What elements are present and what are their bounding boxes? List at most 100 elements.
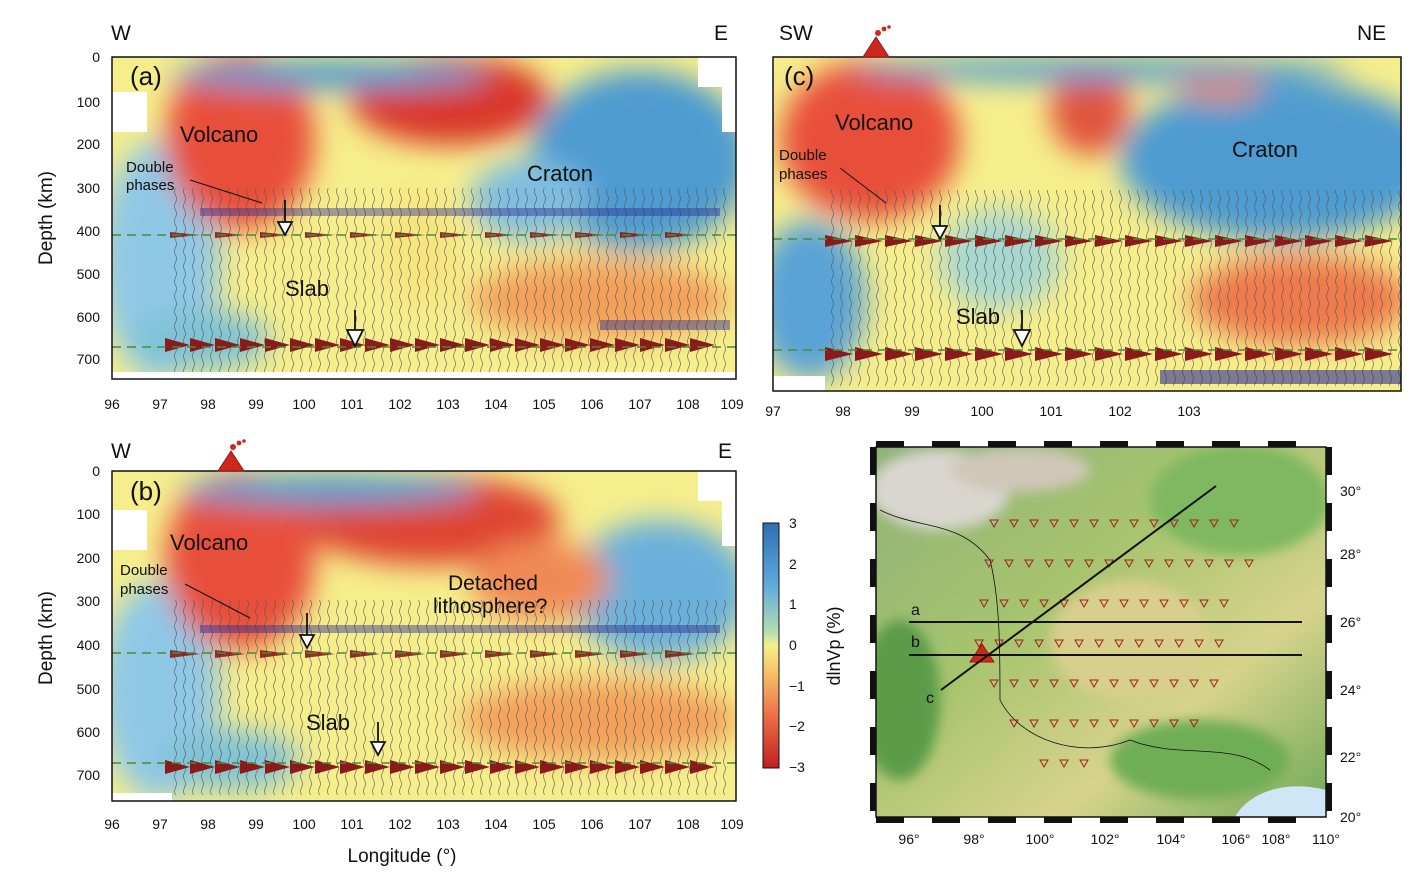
panel-c-xticks: 97 98 99 100 101 102 103 bbox=[765, 403, 1201, 419]
panel-b-xtick: 104 bbox=[484, 816, 508, 832]
volcano-icon bbox=[217, 439, 246, 472]
panel-b-ytick: 200 bbox=[77, 550, 101, 566]
map-lat-tick: 26° bbox=[1340, 614, 1361, 630]
panel-a-ytick: 200 bbox=[77, 136, 101, 152]
colorbar-tick: −2 bbox=[789, 718, 805, 734]
panel-c-tomography bbox=[773, 57, 1401, 391]
panel-a-xtick: 108 bbox=[676, 396, 700, 412]
panel-b-ytick: 600 bbox=[77, 724, 101, 740]
panel-b-xtick: 102 bbox=[388, 816, 412, 832]
panel-b-660-arrow bbox=[369, 722, 387, 757]
panel-c-left-dir: SW bbox=[779, 22, 813, 45]
panel-b-phases-label: phases bbox=[120, 581, 168, 598]
panel-b-yticks: 0 100 200 300 400 500 600 700 bbox=[77, 463, 101, 783]
panel-b-right-dir: E bbox=[718, 440, 732, 463]
map-border bbox=[879, 509, 1271, 771]
colorbar-tick: 1 bbox=[789, 596, 797, 612]
panel-c-410-arrow bbox=[931, 205, 949, 241]
volcano-icon bbox=[969, 643, 995, 663]
panel-c-slab-label: Slab bbox=[956, 304, 1000, 329]
colorbar: 3 2 1 0 −1 −2 −3 dlnVp (%) bbox=[762, 515, 844, 775]
panel-b-ytick: 100 bbox=[77, 506, 101, 522]
map-lon-tick: 106° bbox=[1222, 831, 1251, 847]
map-lon-tick: 104° bbox=[1157, 831, 1186, 847]
panel-c: (c) SW NE Volcano Double phases Craton S… bbox=[765, 22, 1402, 419]
panel-a-xtick: 99 bbox=[248, 396, 264, 412]
panel-b-ytick: 500 bbox=[77, 681, 101, 697]
panel-c-frame bbox=[772, 56, 1402, 392]
panel-a-xtick: 103 bbox=[436, 396, 460, 412]
panel-c-xtick: 102 bbox=[1108, 403, 1132, 419]
map-lon-ticks: 96° 98° 100° 102° 104° 106° 108° 110° bbox=[898, 831, 1340, 847]
profile-b-label: b bbox=[911, 634, 920, 651]
map-sea bbox=[1235, 786, 1326, 817]
panel-a-frame bbox=[111, 56, 737, 380]
colorbar-tick: 2 bbox=[789, 556, 797, 572]
panel-b-xticks: 96 97 98 99 100 101 102 103 104 105 106 … bbox=[104, 816, 744, 832]
panel-a-craton-label: Craton bbox=[527, 161, 593, 186]
panel-b-slab-label: Slab bbox=[306, 710, 350, 735]
panel-c-xtick: 101 bbox=[1039, 403, 1063, 419]
colorbar-tick: 0 bbox=[789, 637, 797, 653]
panel-b-xtick: 106 bbox=[580, 816, 604, 832]
colorbar-tick: −3 bbox=[789, 759, 805, 775]
panel-c-volcano-label: Volcano bbox=[835, 110, 913, 135]
panel-b-lithosphere-label: lithosphere? bbox=[433, 595, 547, 618]
panel-a-tag: (a) bbox=[130, 61, 162, 91]
profile-c-line bbox=[940, 485, 1217, 691]
panel-a-ytick: 0 bbox=[92, 49, 100, 65]
panel-a-tomography bbox=[112, 57, 736, 379]
colorbar-tick: 3 bbox=[789, 515, 797, 531]
panel-c-craton-label: Craton bbox=[1232, 137, 1298, 162]
panel-a-xtick: 101 bbox=[340, 396, 364, 412]
panel-a-volcano-label: Volcano bbox=[180, 122, 258, 147]
panel-a-xtick: 104 bbox=[484, 396, 508, 412]
panel-b-xtick: 97 bbox=[152, 816, 168, 832]
panel-a-ytick: 600 bbox=[77, 309, 101, 325]
panel-b-xtick: 108 bbox=[676, 816, 700, 832]
panel-b-ytick: 400 bbox=[77, 637, 101, 653]
panel-a-410-arrow bbox=[276, 200, 294, 237]
panel-a-slab-label: Slab bbox=[285, 276, 329, 301]
panel-b-ylabel: Depth (km) bbox=[36, 591, 57, 685]
panel-b-left-dir: W bbox=[111, 440, 131, 463]
panel-b: (b) W E Volcano Double phases Detached l… bbox=[36, 439, 744, 867]
panel-b-ytick: 0 bbox=[92, 463, 100, 479]
map-lon-tick: 102° bbox=[1091, 831, 1120, 847]
panel-a-xtick: 98 bbox=[200, 396, 216, 412]
panel-b-ytick: 300 bbox=[77, 593, 101, 609]
panel-b-frame bbox=[111, 470, 737, 802]
panel-b-tomography bbox=[112, 471, 736, 801]
map-lat-tick: 28° bbox=[1340, 546, 1361, 562]
profile-c-label: c bbox=[926, 690, 934, 707]
panel-b-detached-label: Detached bbox=[448, 572, 538, 595]
panel-a-410-phases bbox=[170, 232, 695, 238]
panel-c-660-arrow bbox=[1012, 310, 1032, 349]
panel-b-410-arrow bbox=[298, 613, 316, 650]
panel-b-tag: (b) bbox=[130, 476, 162, 506]
panel-c-xtick: 100 bbox=[970, 403, 994, 419]
colorbar-ticks: 3 2 1 0 −1 −2 −3 bbox=[789, 515, 805, 775]
panel-c-right-dir: NE bbox=[1357, 22, 1386, 45]
panel-a-ytick: 400 bbox=[77, 223, 101, 239]
panel-a-ytick: 500 bbox=[77, 266, 101, 282]
panel-b-double-label: Double bbox=[120, 562, 168, 579]
panel-a-xtick: 107 bbox=[628, 396, 652, 412]
map-lat-tick: 20° bbox=[1340, 809, 1361, 825]
panel-c-phases-label: phases bbox=[779, 166, 827, 183]
map-frame-ticks bbox=[870, 441, 1332, 823]
map-lon-tick: 100° bbox=[1026, 831, 1055, 847]
panel-a-ytick: 700 bbox=[77, 351, 101, 367]
panel-a-xtick: 97 bbox=[152, 396, 168, 412]
panel-b-xtick: 98 bbox=[200, 816, 216, 832]
panel-b-xtick: 107 bbox=[628, 816, 652, 832]
panel-a-660-arrow bbox=[345, 310, 365, 349]
panel-b-xtick: 103 bbox=[436, 816, 460, 832]
panel-b-volcano-label: Volcano bbox=[170, 530, 248, 555]
panel-a-xtick: 102 bbox=[388, 396, 412, 412]
panel-b-xtick: 99 bbox=[248, 816, 264, 832]
panel-a-xticks: 96 97 98 99 100 101 102 103 104 105 106 … bbox=[104, 396, 744, 412]
panel-b-xtick: 109 bbox=[720, 816, 744, 832]
volcano-icon bbox=[862, 25, 891, 58]
